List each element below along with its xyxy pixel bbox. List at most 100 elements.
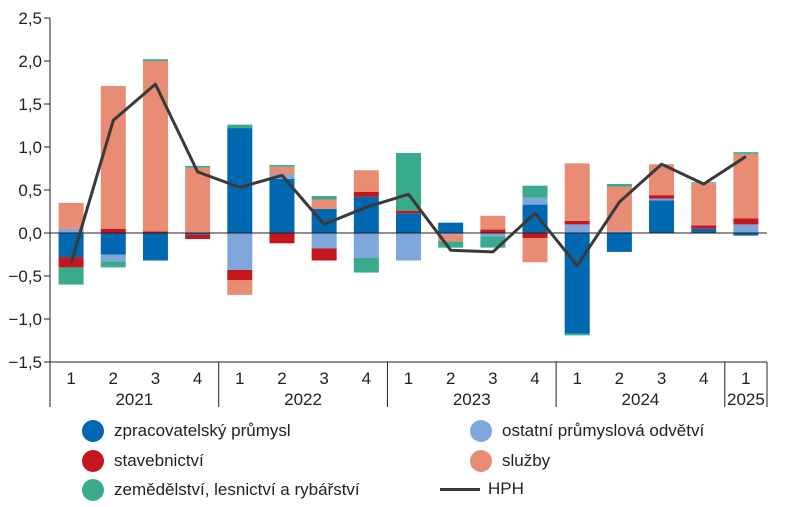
bar-segment	[100, 85, 126, 229]
x-tick-label: 1	[404, 369, 413, 388]
year-label: 2025	[727, 390, 765, 409]
bar-segment	[353, 170, 379, 192]
y-tick-label: 2,0	[18, 52, 42, 71]
x-tick-label: 1	[235, 369, 244, 388]
bar-segment	[396, 210, 421, 214]
bar-segment	[649, 198, 675, 201]
year-label: 2022	[284, 390, 322, 409]
bar-segment	[311, 233, 337, 249]
y-tick-label: 1,5	[18, 95, 42, 114]
bar-segment	[142, 233, 168, 261]
bar-segment	[100, 228, 126, 233]
x-tick-label: 2	[446, 369, 455, 388]
bar-segment	[691, 183, 717, 226]
bar-segment	[396, 213, 421, 233]
bar-segment	[564, 333, 590, 336]
bar-segment	[691, 228, 717, 233]
bar-segment	[311, 248, 337, 261]
bar-segment	[269, 166, 295, 175]
bar-segment	[185, 234, 211, 240]
bar-segment	[438, 222, 464, 233]
bar-segment	[58, 267, 84, 285]
bar-segment	[438, 234, 464, 242]
x-tick-label: 4	[193, 369, 202, 388]
bar-segment	[100, 254, 126, 262]
x-tick-label: 1	[741, 369, 750, 388]
bar-segment	[353, 233, 379, 258]
x-tick-label: 3	[319, 369, 328, 388]
y-tick-label: 0,0	[18, 224, 42, 243]
bar-segment	[227, 233, 253, 270]
bar-segment	[649, 200, 675, 233]
x-tick-label: 2	[277, 369, 286, 388]
bar-segment	[733, 153, 759, 219]
bar-segment	[564, 163, 590, 221]
bar-segment	[564, 224, 590, 233]
x-tick-label: 3	[488, 369, 497, 388]
bar-segment	[438, 233, 464, 235]
bar-segment	[480, 233, 506, 237]
bar-segment	[733, 233, 759, 236]
bar-segment	[522, 185, 548, 198]
bar-segment	[480, 236, 506, 248]
bar-segment	[522, 233, 548, 239]
bar-segment	[522, 197, 548, 205]
y-tick-label: 2,5	[18, 9, 42, 28]
bar-segment	[522, 238, 548, 263]
x-tick-label: 3	[151, 369, 160, 388]
bar-segment	[438, 241, 464, 248]
y-tick-label: −1,5	[8, 353, 42, 372]
bar-segment	[58, 202, 84, 229]
hph-line	[69, 82, 747, 268]
bar-segment	[733, 218, 759, 225]
bar-segment	[353, 196, 379, 233]
y-tick-label: −0,5	[8, 267, 42, 286]
bar-segment	[396, 153, 421, 211]
year-label: 2021	[115, 390, 153, 409]
y-tick-label: −1,0	[8, 310, 42, 329]
y-tick-label: 0,5	[18, 181, 42, 200]
year-label: 2023	[453, 390, 491, 409]
bar-segment	[269, 178, 295, 233]
bar-segment	[227, 124, 253, 129]
bar-segment	[311, 199, 337, 209]
bar-segment	[227, 280, 253, 295]
bar-segment	[606, 183, 632, 187]
bar-segment	[311, 196, 337, 200]
x-tick-label: 2	[615, 369, 624, 388]
x-tick-label: 4	[699, 369, 708, 388]
bar-segment	[691, 225, 717, 229]
x-tick-label: 4	[362, 369, 371, 388]
x-tick-label: 1	[572, 369, 581, 388]
bar-segment	[185, 165, 211, 168]
bar-segment	[649, 195, 675, 199]
bar-segment	[353, 191, 379, 197]
bar-segment	[185, 233, 211, 235]
x-tick-label: 3	[657, 369, 666, 388]
bar-segment	[58, 228, 84, 233]
bar-segment	[606, 233, 632, 252]
x-tick-label: 1	[66, 369, 75, 388]
bar-segment	[100, 233, 126, 255]
year-label: 2024	[622, 390, 660, 409]
bar-segment	[522, 204, 548, 233]
x-tick-label: 4	[530, 369, 539, 388]
bar-segment	[564, 233, 590, 334]
bar-segment	[142, 231, 168, 233]
bar-segment	[227, 269, 253, 281]
bar-segment	[396, 233, 421, 261]
bar-segment	[606, 231, 632, 233]
bar-segment	[142, 59, 168, 61]
bar-segment	[564, 220, 590, 225]
bar-segment	[353, 257, 379, 273]
bar-segment	[185, 167, 211, 233]
bar-segment	[269, 165, 295, 167]
x-tick-label: 2	[109, 369, 118, 388]
bar-segment	[100, 261, 126, 268]
bar-segment	[480, 215, 506, 230]
bar-segment	[733, 152, 759, 154]
bar-segment	[269, 233, 295, 244]
y-tick-label: 1,0	[18, 138, 42, 157]
bar-segment	[480, 229, 506, 233]
